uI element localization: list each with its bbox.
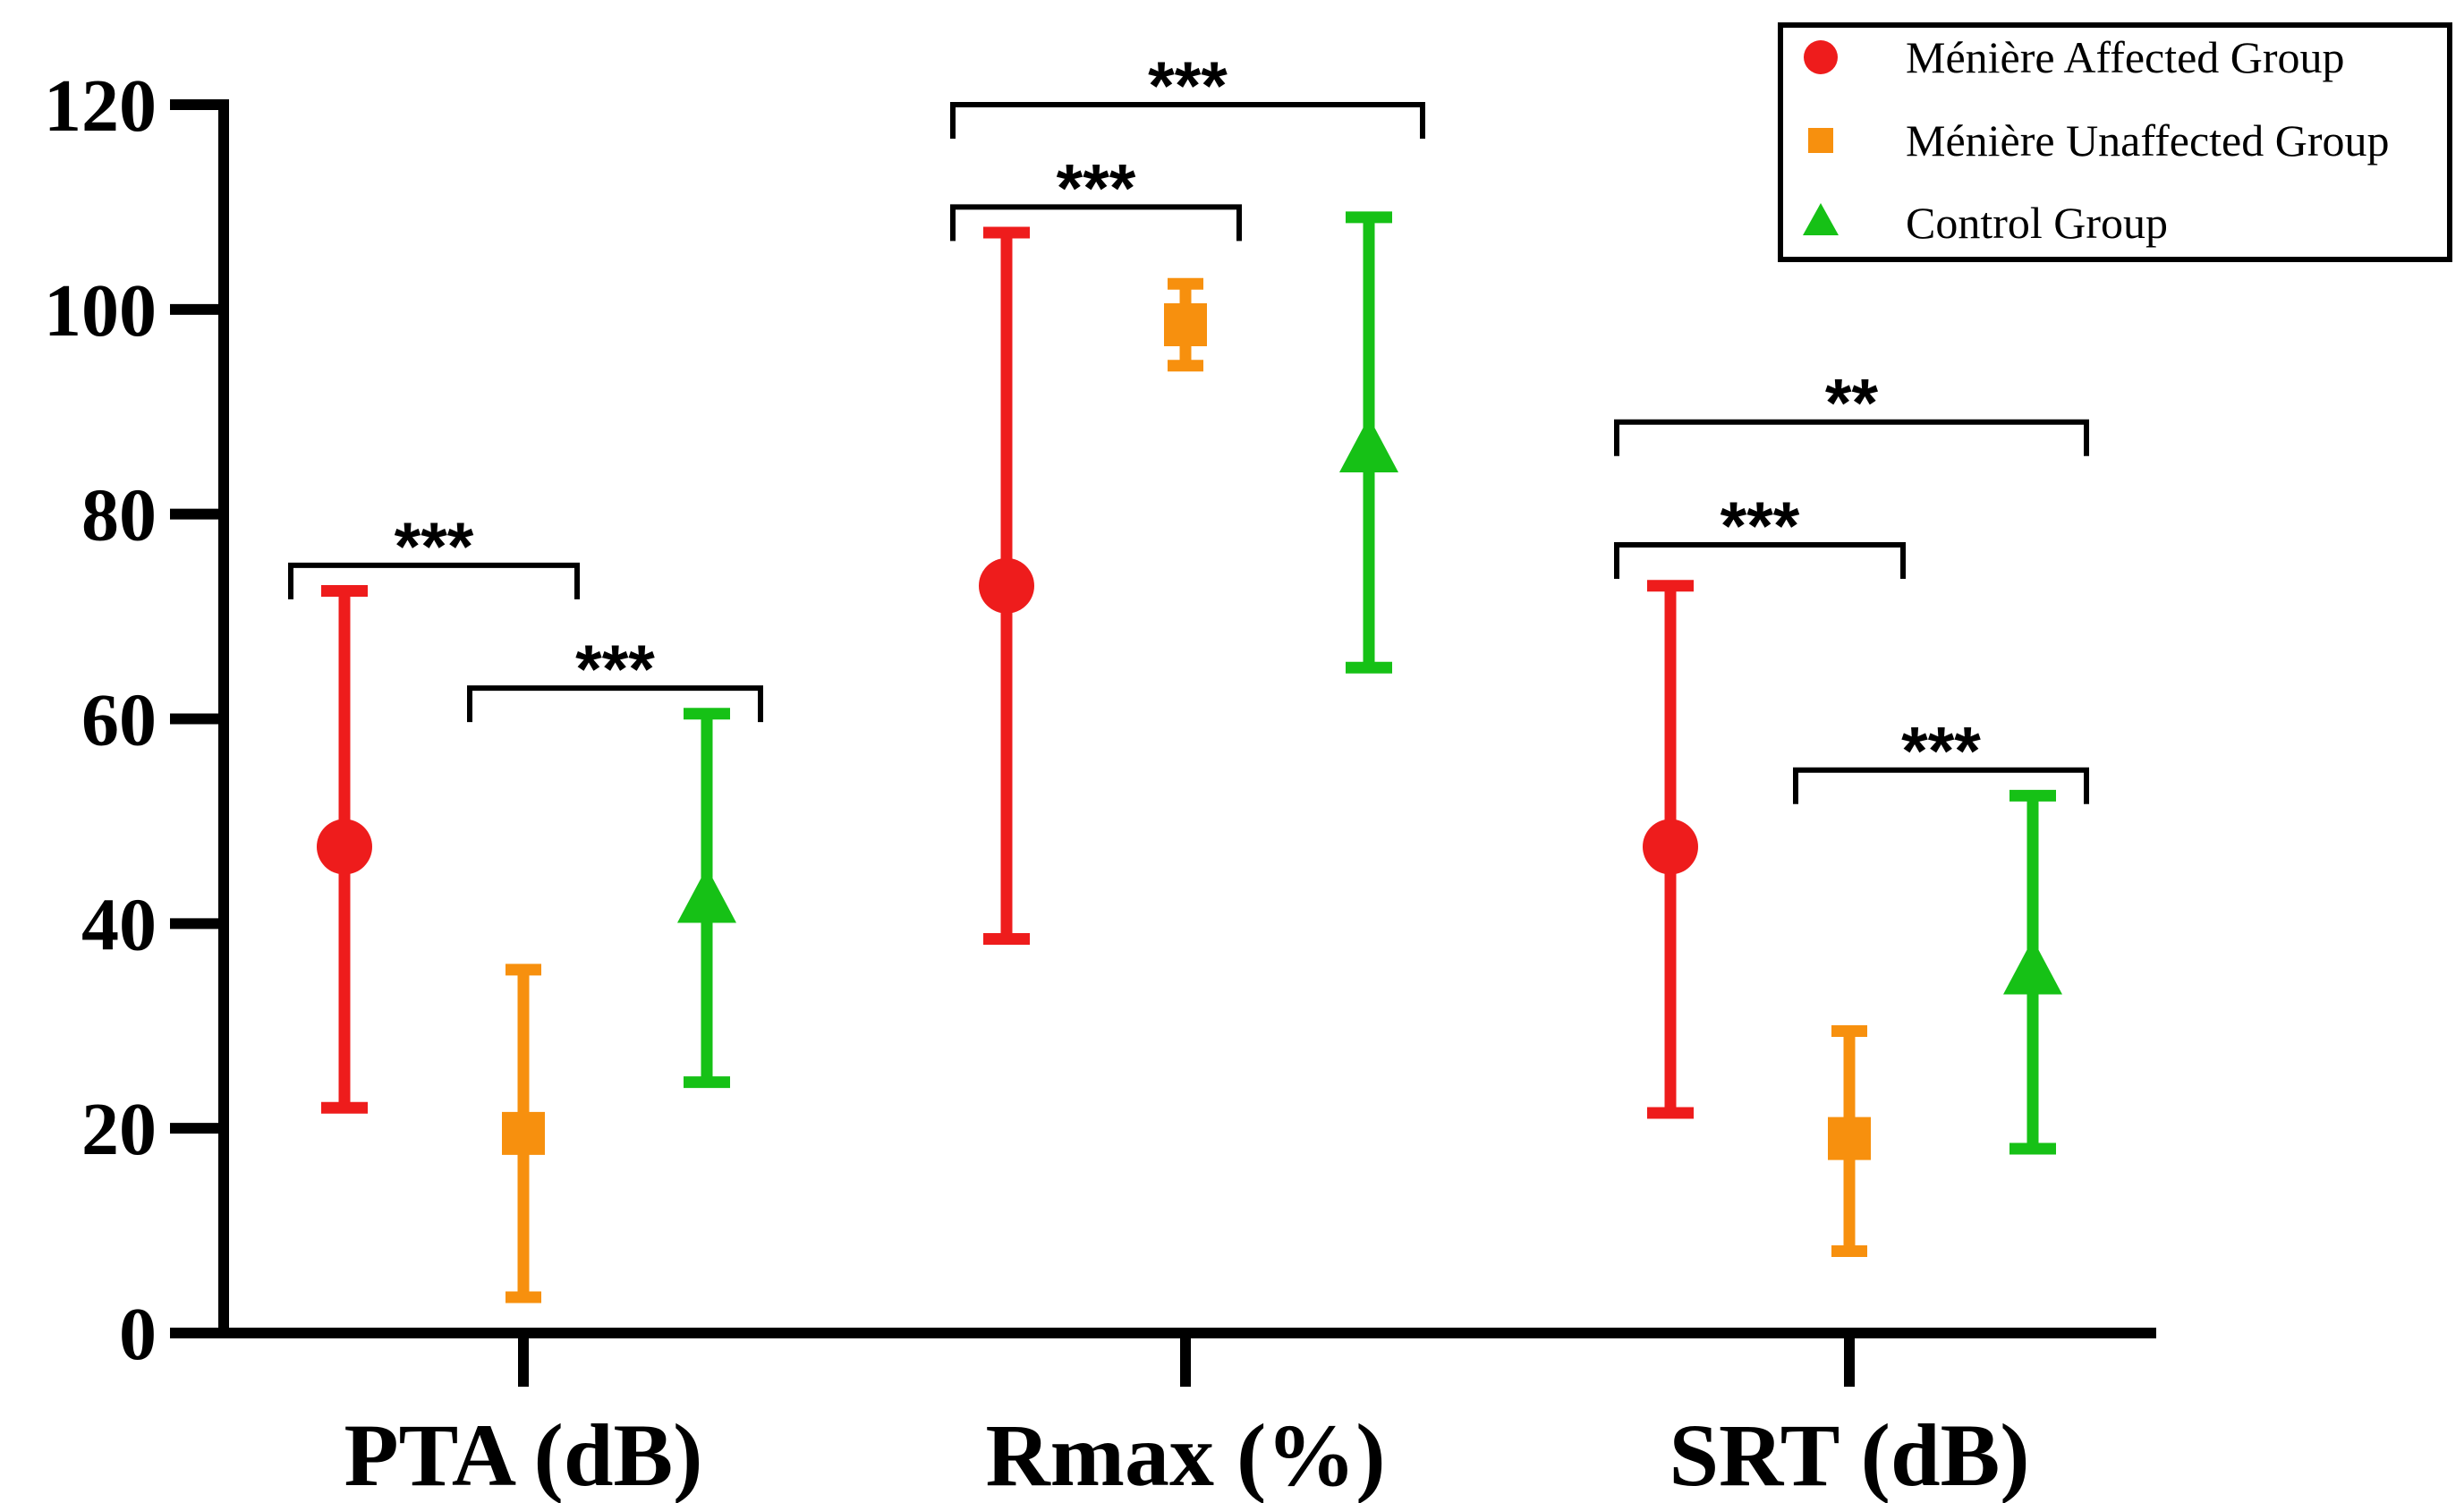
significance-bracket [950, 102, 1425, 139]
significance-label: *** [395, 509, 474, 585]
error-bars [317, 211, 2062, 1303]
significance-bracket [1793, 767, 2089, 804]
mean-marker-square [1828, 1117, 1871, 1160]
significance-label: *** [1901, 714, 1981, 790]
mean-marker-circle [1643, 819, 1698, 875]
mean-marker-triangle [677, 867, 736, 923]
significance-label: *** [1721, 488, 1800, 565]
y-axis-ticks: 0 20 40 60 80 100 120 [44, 64, 224, 1376]
y-tick-label: 60 [81, 679, 157, 762]
x-category-label: SRT (dB) [1669, 1405, 2029, 1503]
significance-label: *** [1057, 150, 1136, 226]
mean-marker-square [502, 1111, 545, 1155]
x-axis-categories: PTA (dB) Rmax (%) SRT (dB) [344, 1333, 2030, 1503]
legend-label: Ménière Affected Group [1906, 32, 2345, 82]
y-tick-label: 0 [119, 1293, 157, 1376]
legend-marker-square [1808, 128, 1833, 153]
legend-box [1778, 22, 2452, 262]
mean-marker-triangle [2003, 938, 2062, 995]
significance-bracket [1614, 541, 1906, 579]
legend-label: Ménière Unaffected Group [1906, 115, 2390, 166]
mean-marker-circle [979, 557, 1034, 614]
significance-bracket [1614, 419, 2089, 456]
legend-marker-circle [1804, 40, 1838, 74]
significance-bracket [288, 562, 580, 599]
y-tick-label: 20 [81, 1088, 157, 1171]
x-category-label: Rmax (%) [985, 1405, 1385, 1503]
y-tick-label: 40 [81, 883, 157, 966]
significance-brackets: ******************** [288, 48, 2089, 804]
legend: Ménière Affected Group Ménière Unaffected… [1778, 22, 2452, 262]
significance-label: ** [1825, 366, 1879, 442]
significance-bracket [950, 204, 1242, 242]
mean-marker-triangle [1339, 417, 1398, 473]
y-tick-label: 100 [44, 269, 157, 352]
significance-label: *** [1148, 48, 1228, 124]
mean-marker-circle [317, 819, 372, 875]
x-category-label: PTA (dB) [344, 1405, 703, 1503]
y-tick-label: 80 [81, 474, 157, 557]
significance-label: *** [575, 632, 655, 708]
mean-marker-square [1164, 302, 1207, 346]
y-tick-label: 120 [44, 64, 157, 148]
legend-label: Control Group [1906, 198, 2168, 248]
significance-bracket [467, 685, 763, 723]
legend-marker-triangle [1803, 203, 1839, 235]
